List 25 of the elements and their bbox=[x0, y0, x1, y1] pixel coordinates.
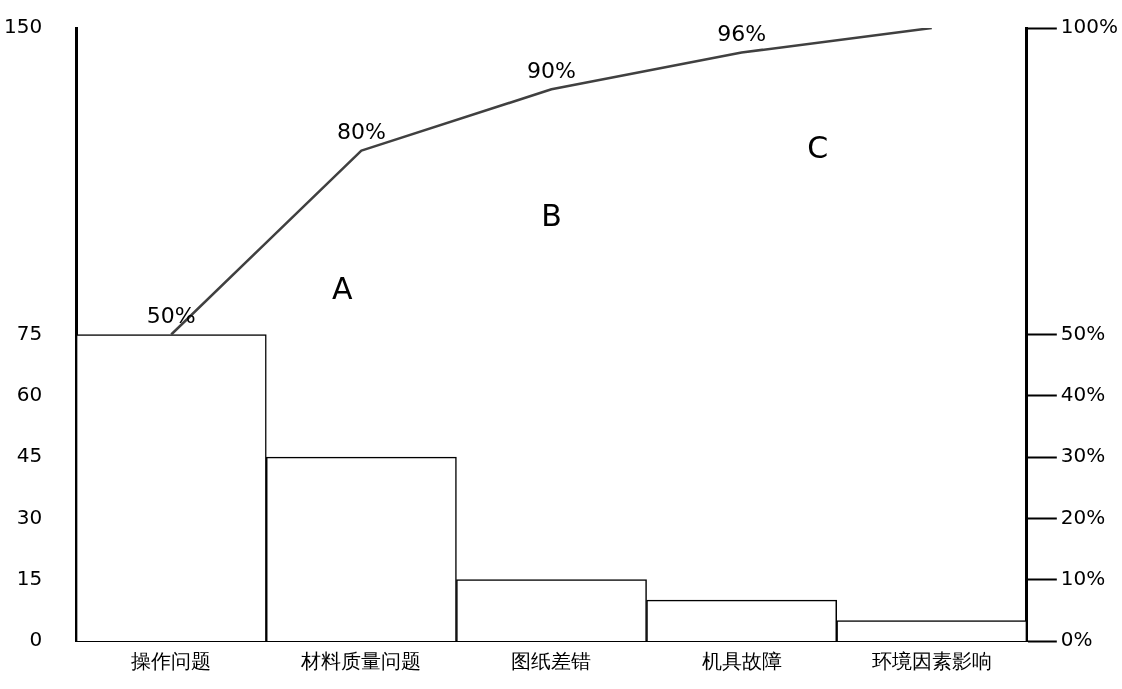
annotation: C bbox=[807, 130, 829, 166]
y2-tick-label: 50% bbox=[1060, 320, 1106, 345]
y2-tick-label: 40% bbox=[1060, 382, 1106, 406]
y-tick-label: 45 bbox=[16, 443, 43, 468]
annotation: A bbox=[332, 271, 354, 307]
data-label: 80% bbox=[336, 119, 386, 145]
y-tick-label: 30 bbox=[16, 504, 43, 529]
y2-tick-label: 30% bbox=[1060, 443, 1106, 468]
y-tick-label: 60 bbox=[16, 382, 43, 406]
y-tick-label: 75 bbox=[16, 320, 43, 345]
y2-tick-label: 10% bbox=[1060, 565, 1106, 590]
annotation: B bbox=[541, 197, 562, 233]
y-tick-label: 0 bbox=[29, 627, 43, 652]
y2-tick-label: 0% bbox=[1060, 627, 1093, 652]
data-label: 96% bbox=[717, 21, 767, 47]
y-tick-label: 150 bbox=[3, 14, 43, 39]
x-tick-label: 机具故障 bbox=[701, 649, 782, 674]
x-tick-label: 图纸差错 bbox=[511, 649, 592, 674]
data-label: 90% bbox=[527, 58, 576, 84]
y-tick-label: 15 bbox=[16, 565, 43, 590]
y2-tick-label: 20% bbox=[1060, 504, 1106, 529]
x-tick-label: 操作问题 bbox=[131, 649, 212, 674]
x-tick-label: 材料质量问题 bbox=[300, 649, 422, 674]
y2-tick-label: 100% bbox=[1060, 14, 1119, 39]
x-tick-label: 环境因素影响 bbox=[871, 649, 992, 674]
